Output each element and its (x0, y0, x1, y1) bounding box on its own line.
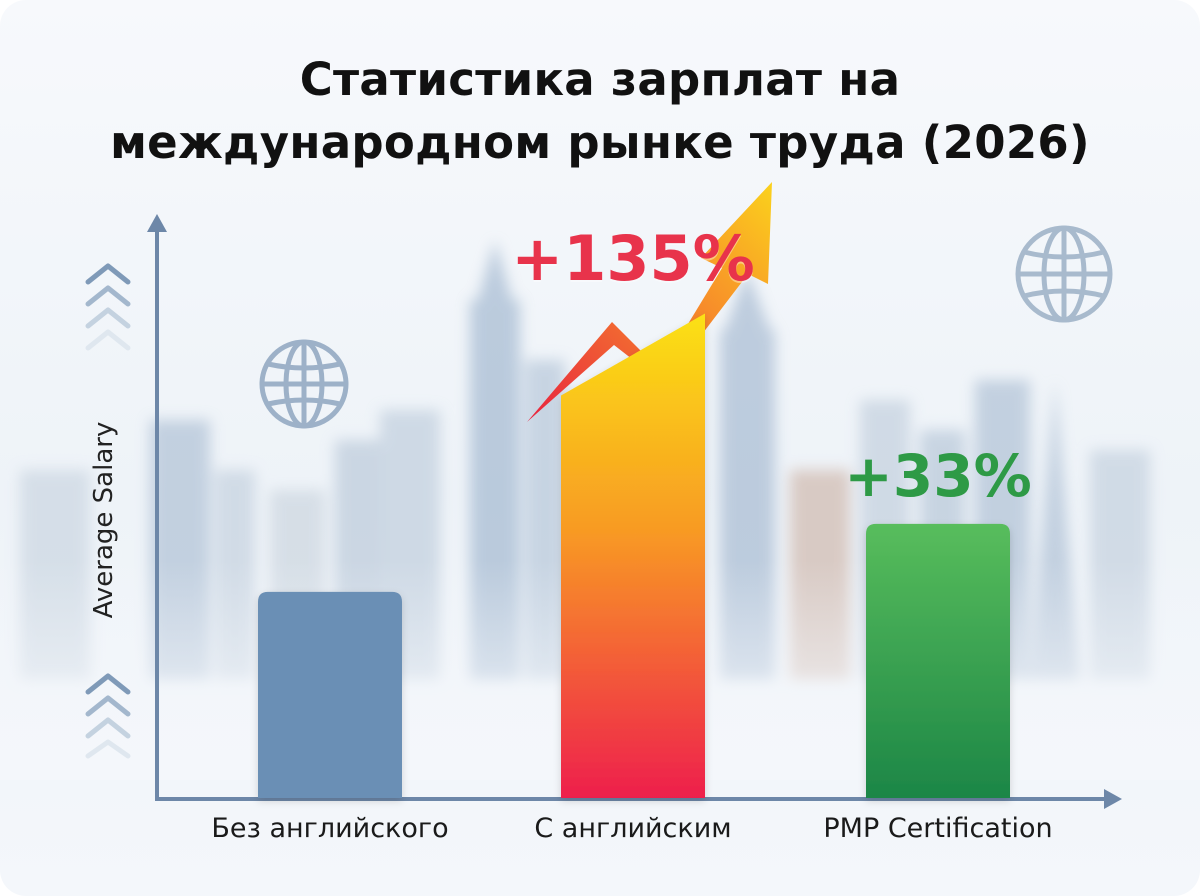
x-axis (155, 789, 1122, 809)
bar-3 (866, 523, 1010, 798)
x-tick-label: С английским (534, 813, 732, 844)
bar-2 (561, 313, 705, 798)
growth-annotation-pmp: +33% (844, 442, 1032, 510)
trend-arrow-icon (527, 182, 772, 422)
globe-icon (1015, 225, 1113, 323)
growth-annotation-english: +135% (511, 222, 755, 295)
chart-title-line-1: Статистика зарплат на (299, 53, 901, 106)
y-axis (147, 214, 167, 800)
chart-title: Статистика зарплат на международном рынк… (0, 48, 1200, 174)
chevrons-up-icon (85, 263, 131, 351)
chevrons-up-icon (85, 673, 131, 759)
bar-1 (258, 591, 402, 798)
globe-icon (259, 339, 349, 429)
x-tick-label: PMP Certification (823, 813, 1053, 844)
chart-title-line-2: международном рынке труда (2026) (110, 116, 1090, 169)
x-tick-label: Без английского (211, 813, 449, 844)
